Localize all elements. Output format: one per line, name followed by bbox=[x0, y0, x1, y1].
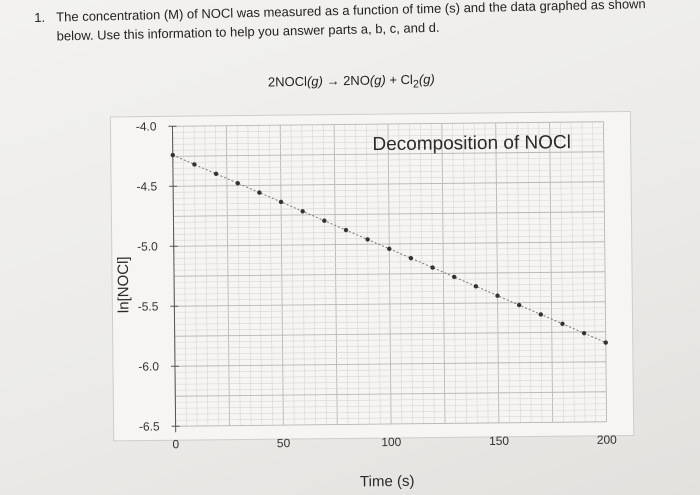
grid-line-horizontal bbox=[174, 307, 606, 313]
grid-line-horizontal bbox=[172, 169, 604, 175]
data-point bbox=[473, 284, 479, 289]
grid-line-horizontal bbox=[174, 313, 606, 319]
grid-line-horizontal bbox=[173, 259, 605, 265]
grid-line-horizontal bbox=[173, 223, 605, 229]
data-point bbox=[560, 321, 565, 326]
series-line bbox=[172, 154, 606, 344]
grid-line-horizontal bbox=[174, 355, 606, 361]
x-tick-label: 200 bbox=[597, 433, 617, 447]
grid-line-horizontal bbox=[173, 211, 605, 217]
grid-line-horizontal bbox=[175, 391, 607, 397]
grid-line-horizontal bbox=[175, 415, 607, 421]
grid-line-horizontal bbox=[173, 217, 605, 223]
grid-line-horizontal bbox=[173, 193, 605, 199]
grid-line-horizontal bbox=[174, 337, 606, 343]
grid-line-horizontal bbox=[174, 295, 606, 301]
grid-line-horizontal bbox=[172, 151, 604, 157]
data-point bbox=[538, 312, 544, 317]
data-point bbox=[257, 190, 262, 195]
grid-line-horizontal bbox=[174, 289, 606, 295]
data-point bbox=[278, 199, 284, 205]
grid-line-horizontal bbox=[172, 163, 604, 169]
y-tick-label: -6.0 bbox=[138, 359, 159, 373]
data-point bbox=[452, 274, 457, 280]
grid-line-horizontal bbox=[172, 121, 604, 127]
chart-background bbox=[109, 110, 635, 442]
x-tick-label: 100 bbox=[381, 435, 401, 449]
grid-line-horizontal bbox=[172, 133, 604, 139]
data-point bbox=[343, 227, 349, 233]
grid-line-horizontal bbox=[174, 301, 606, 307]
data-point bbox=[408, 255, 414, 261]
grid-line-horizontal bbox=[175, 367, 607, 373]
grid-line-horizontal bbox=[175, 397, 607, 403]
grid-line-horizontal bbox=[173, 175, 605, 181]
grid-line-horizontal bbox=[175, 409, 607, 415]
data-point bbox=[387, 246, 392, 252]
x-axis-label: Time (s) bbox=[360, 473, 415, 491]
grid-line-horizontal bbox=[173, 229, 605, 235]
grid-line-horizontal bbox=[174, 325, 606, 331]
x-tick-label: 50 bbox=[277, 436, 291, 450]
grid-line-horizontal bbox=[172, 127, 604, 133]
grid-line-horizontal bbox=[172, 139, 604, 145]
y-axis-label: ln[NOCl] bbox=[115, 256, 133, 313]
y-tick-label: -6.5 bbox=[139, 419, 160, 433]
grid-line-horizontal bbox=[172, 145, 604, 151]
y-tick-label: -4.5 bbox=[136, 179, 157, 193]
grid-line-horizontal bbox=[172, 157, 604, 163]
grid-line-horizontal bbox=[173, 253, 605, 259]
grid-line-horizontal bbox=[175, 385, 607, 391]
grid-line-horizontal bbox=[174, 277, 606, 283]
data-point bbox=[495, 293, 500, 298]
grid-line-horizontal bbox=[173, 181, 605, 187]
data-point bbox=[430, 265, 435, 270]
grid-line-horizontal bbox=[175, 403, 607, 409]
grid-line-horizontal bbox=[173, 199, 605, 205]
grid bbox=[172, 121, 608, 427]
grid-line-horizontal bbox=[174, 319, 606, 325]
grid-line-horizontal bbox=[174, 349, 606, 355]
data-point bbox=[235, 180, 240, 186]
data-point bbox=[300, 209, 305, 214]
x-tick-label: 0 bbox=[172, 437, 179, 451]
data-point bbox=[365, 237, 370, 242]
grid-line-horizontal bbox=[174, 331, 606, 337]
grid-line-horizontal bbox=[175, 373, 607, 379]
data-point bbox=[192, 162, 197, 167]
data-point bbox=[516, 302, 522, 308]
grid-line-horizontal bbox=[173, 241, 605, 247]
y-tick-label: -5.5 bbox=[138, 299, 159, 313]
grid-line-horizontal bbox=[173, 235, 605, 241]
data-point bbox=[213, 171, 219, 177]
grid-line-horizontal bbox=[174, 271, 606, 277]
grid-line-horizontal bbox=[173, 265, 605, 271]
chart-title: Decomposition of NOCl bbox=[372, 132, 571, 155]
grid-line-horizontal bbox=[175, 379, 607, 385]
chart-group: -4.0 -4.5 -5.0 -5.5 -6.0 -6.5 0 50 100 150 200 Deco… bbox=[109, 110, 635, 491]
data-point bbox=[603, 340, 608, 345]
grid-line-horizontal bbox=[173, 205, 605, 211]
data-point bbox=[581, 330, 587, 336]
y-axis bbox=[171, 126, 177, 433]
grid-line-horizontal bbox=[174, 361, 606, 367]
data-point bbox=[170, 152, 175, 158]
y-tick-label: -4.0 bbox=[136, 119, 157, 133]
x-tick-label: 150 bbox=[489, 434, 509, 448]
data-point bbox=[322, 218, 327, 223]
grid-line-horizontal bbox=[173, 187, 605, 193]
grid-line-horizontal bbox=[175, 421, 607, 427]
y-tick-label: -5.0 bbox=[137, 239, 158, 253]
grid-line-horizontal bbox=[174, 343, 606, 349]
grid-line-horizontal bbox=[174, 283, 606, 289]
